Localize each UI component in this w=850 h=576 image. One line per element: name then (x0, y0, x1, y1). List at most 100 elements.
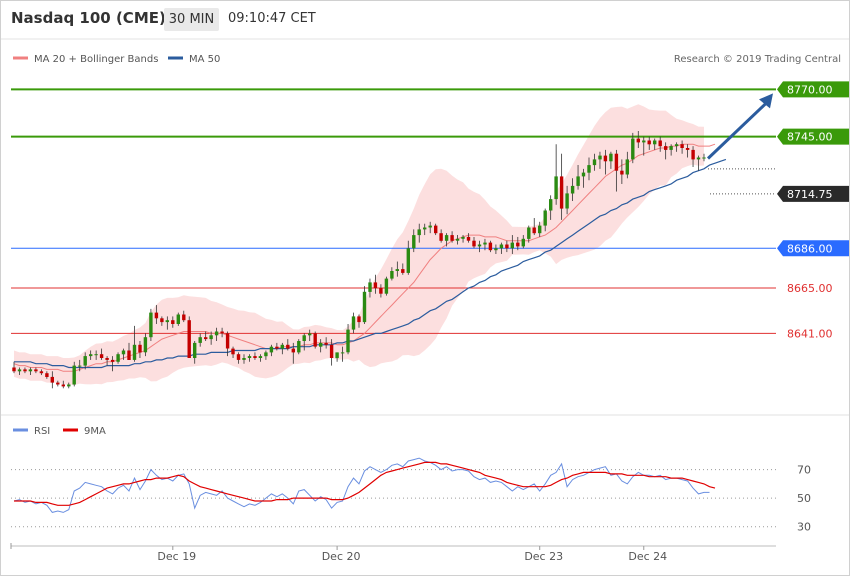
candle (696, 155, 701, 171)
last-level-label: 8714.75 (787, 188, 833, 201)
candle (78, 359, 82, 372)
candle-body (99, 354, 104, 358)
candle-body (417, 229, 421, 236)
candle-body (214, 331, 219, 336)
candle (702, 153, 706, 162)
candle-body (455, 238, 460, 241)
candle (23, 367, 27, 374)
candle-body (549, 199, 553, 211)
candle-body (543, 210, 547, 226)
candle-body (329, 344, 334, 358)
candle (444, 233, 449, 247)
candle-body (685, 148, 690, 150)
candle-body (39, 371, 44, 374)
candle (373, 274, 378, 294)
candle (89, 350, 93, 360)
candle-body (209, 335, 213, 340)
candle (406, 240, 410, 275)
candle-body (236, 354, 241, 360)
candle (642, 136, 646, 156)
support-level-label: 8641.00 (787, 327, 833, 340)
candle (620, 159, 624, 184)
candle-body (631, 138, 635, 160)
candle (527, 225, 531, 243)
candle (631, 132, 635, 164)
candle-body (538, 225, 542, 234)
candle-body (406, 248, 410, 273)
rsi-line (13, 457, 710, 513)
candle-body (423, 227, 427, 230)
candle-body (23, 369, 27, 372)
candle-body (609, 153, 613, 162)
candle (56, 380, 60, 387)
candle (329, 339, 334, 366)
candle (94, 350, 98, 360)
candle (521, 235, 525, 249)
candle (412, 229, 416, 253)
candle (138, 341, 142, 359)
candle-body (587, 165, 591, 173)
candle (308, 329, 312, 341)
candle (269, 344, 274, 357)
candle (384, 276, 389, 296)
candle-body (532, 227, 536, 234)
candle-body (527, 227, 531, 239)
candle (198, 333, 202, 347)
candle-body (94, 354, 98, 356)
candle-body (351, 316, 356, 330)
timeframe-badge[interactable]: 30 MIN (164, 8, 219, 31)
candle-body (335, 352, 339, 359)
projection-arrow-head (759, 93, 773, 109)
candle (625, 151, 629, 179)
candle-body (78, 365, 82, 367)
candle-body (379, 288, 383, 294)
candle (319, 339, 323, 353)
candle (225, 331, 230, 357)
last-level-tag (777, 185, 849, 202)
candle-body (444, 235, 449, 241)
candle-body (373, 282, 378, 289)
candle-body (559, 176, 564, 209)
candle-body (56, 382, 60, 385)
candle (297, 339, 301, 355)
candle (313, 331, 317, 349)
candle (165, 316, 169, 330)
candle-body (653, 140, 657, 145)
candle (598, 151, 602, 169)
candle-body (45, 373, 49, 377)
candle (17, 367, 22, 376)
candle-body (127, 350, 131, 360)
candle-body (154, 312, 159, 319)
candle-body (105, 358, 109, 360)
rsi-tick-label: 70 (797, 464, 811, 477)
candle-body (581, 172, 586, 177)
candle-body (647, 140, 651, 145)
candle (67, 382, 71, 389)
candle (466, 233, 471, 243)
candle (549, 195, 553, 220)
candle-body (50, 376, 54, 383)
candle (50, 371, 54, 389)
candle (116, 352, 120, 364)
candle (72, 361, 76, 387)
candle-body (434, 225, 438, 234)
ma20-line (13, 143, 716, 372)
candle (581, 168, 586, 188)
candle (242, 354, 246, 364)
candle (220, 327, 224, 338)
candle (34, 367, 38, 374)
candle (121, 348, 126, 360)
candle (658, 136, 662, 152)
candle (258, 354, 263, 362)
candle (691, 146, 695, 167)
candle (439, 229, 443, 243)
candle (187, 316, 191, 358)
candle (685, 144, 690, 158)
candle (494, 244, 498, 254)
candle (302, 333, 306, 351)
candle (28, 367, 33, 376)
candle (603, 149, 608, 175)
candle (450, 231, 454, 243)
